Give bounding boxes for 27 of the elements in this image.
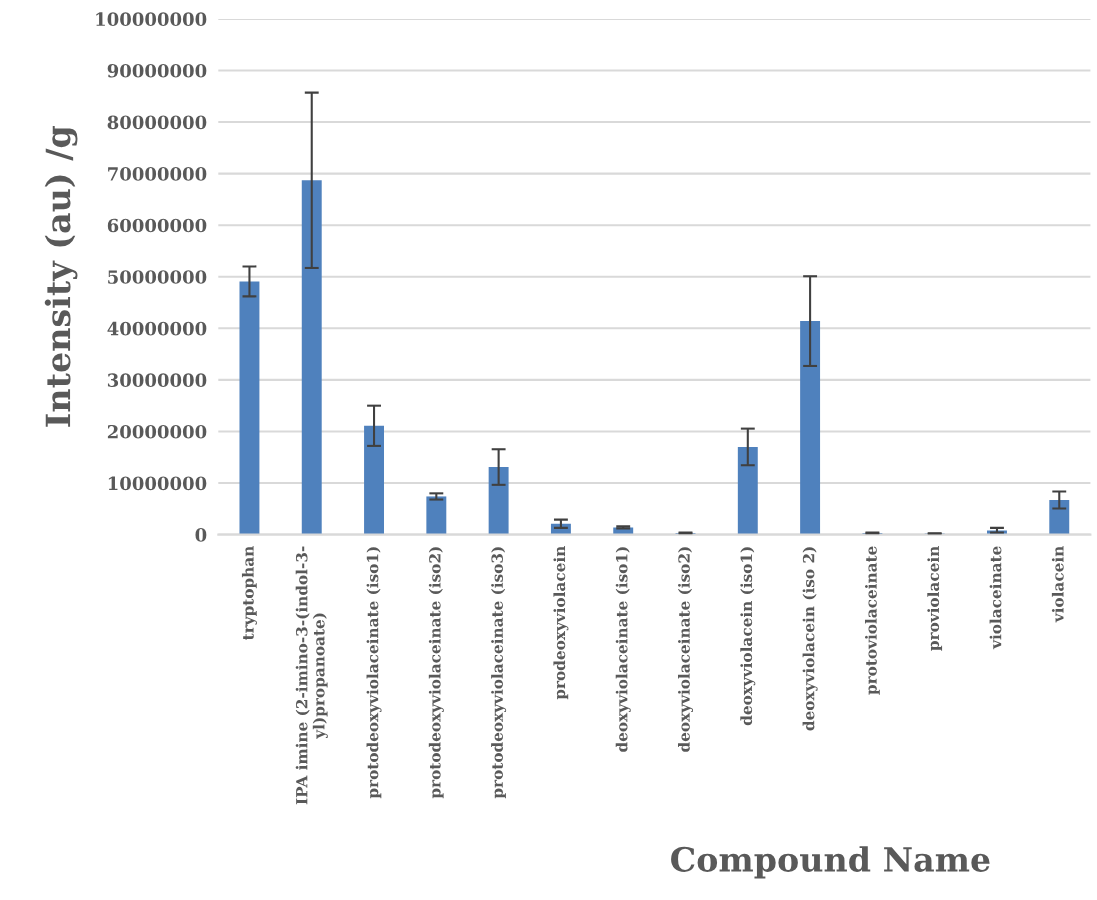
x-tick-label: protodeoxyviolaceinate (iso2)	[428, 547, 444, 799]
y-tick-label: 20000000	[107, 424, 207, 439]
x-tick-label: violaceinate	[989, 546, 1002, 650]
x-tick-label: protodeoxyviolaceinate (iso1)	[366, 547, 382, 799]
y-tick-label: 40000000	[107, 321, 207, 336]
y-axis-title: Intensity (au) /g	[44, 126, 78, 427]
x-tick-label: violacein	[1051, 546, 1064, 623]
y-tick-label: 100000000	[96, 12, 207, 27]
x-tick-label: deoxyviolaceinate (iso2)	[678, 547, 694, 752]
x-tick-label: deoxyviolacein (iso1)	[740, 547, 756, 726]
x-tick-label: IPA imine (2-imino-3-(indol-3-yl)propanoate)	[295, 546, 328, 805]
y-tick-label: 50000000	[108, 270, 207, 284]
x-tick-label: proviolacein	[927, 546, 943, 651]
x-tick-label: prodeoxyviolacein	[553, 546, 569, 700]
x-tick-label: protoviolaceinate	[865, 546, 880, 695]
x-tick-label: protodeoxyviolaceinate (iso3)	[491, 547, 507, 799]
y-tick-label: 10000000	[108, 476, 207, 491]
y-tick-label: 0	[195, 528, 207, 542]
x-tick-label: deoxyviolaceinate (iso1)	[615, 547, 631, 752]
y-tick-label: 90000000	[107, 63, 207, 78]
y-tick-label: 70000000	[108, 167, 207, 181]
y-tick-label: 60000000	[107, 218, 207, 233]
y-tick-label: 80000000	[107, 115, 207, 130]
x-tick-label: deoxyviolacein (iso 2)	[802, 547, 818, 731]
x-axis-title: Compound Name	[671, 846, 990, 879]
x-tick-label: tryptophan	[241, 546, 257, 641]
y-tick-label: 30000000	[107, 373, 207, 388]
